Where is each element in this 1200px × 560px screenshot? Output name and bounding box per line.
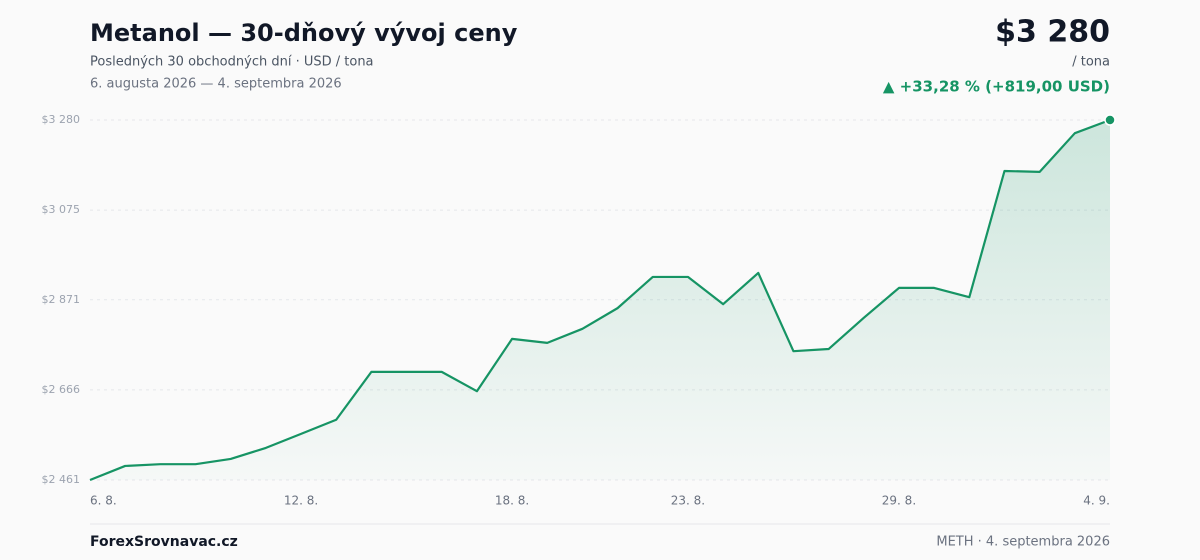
area bbox=[90, 120, 1110, 480]
x-tick-label: 23. 8. bbox=[671, 494, 705, 508]
footer-brand: ForexSrovnavac.cz bbox=[90, 534, 238, 550]
x-tick-label: 12. 8. bbox=[284, 494, 318, 508]
footer-source: METH · 4. septembra 2026 bbox=[936, 535, 1110, 550]
line bbox=[89, 118, 1111, 482]
y-tick-label: $2 461 bbox=[42, 473, 81, 486]
x-tick-label: 29. 8. bbox=[882, 494, 916, 508]
x-tick-label: 4. 9. bbox=[1083, 494, 1110, 508]
chart-title: Metanol — 30-dňový vývoj ceny bbox=[90, 19, 518, 47]
chart-subtitle: Posledných 30 obchodných dní · USD / ton… bbox=[90, 55, 374, 70]
date-range: 6. augusta 2026 — 4. septembra 2026 bbox=[90, 77, 342, 92]
y-tick-label: $3 075 bbox=[42, 203, 81, 216]
y-tick-label: $3 280 bbox=[42, 113, 81, 126]
price-change: ▲ +33,28 % (+819,00 USD) bbox=[883, 78, 1110, 96]
y-tick-label: $2 871 bbox=[42, 293, 81, 306]
last-point bbox=[1104, 114, 1116, 126]
price: $3 280 bbox=[995, 15, 1110, 50]
x-tick-label: 6. 8. bbox=[90, 494, 117, 508]
price-unit: / tona bbox=[1072, 55, 1110, 70]
x-tick-label: 18. 8. bbox=[495, 494, 529, 508]
y-tick-label: $2 666 bbox=[42, 383, 81, 396]
